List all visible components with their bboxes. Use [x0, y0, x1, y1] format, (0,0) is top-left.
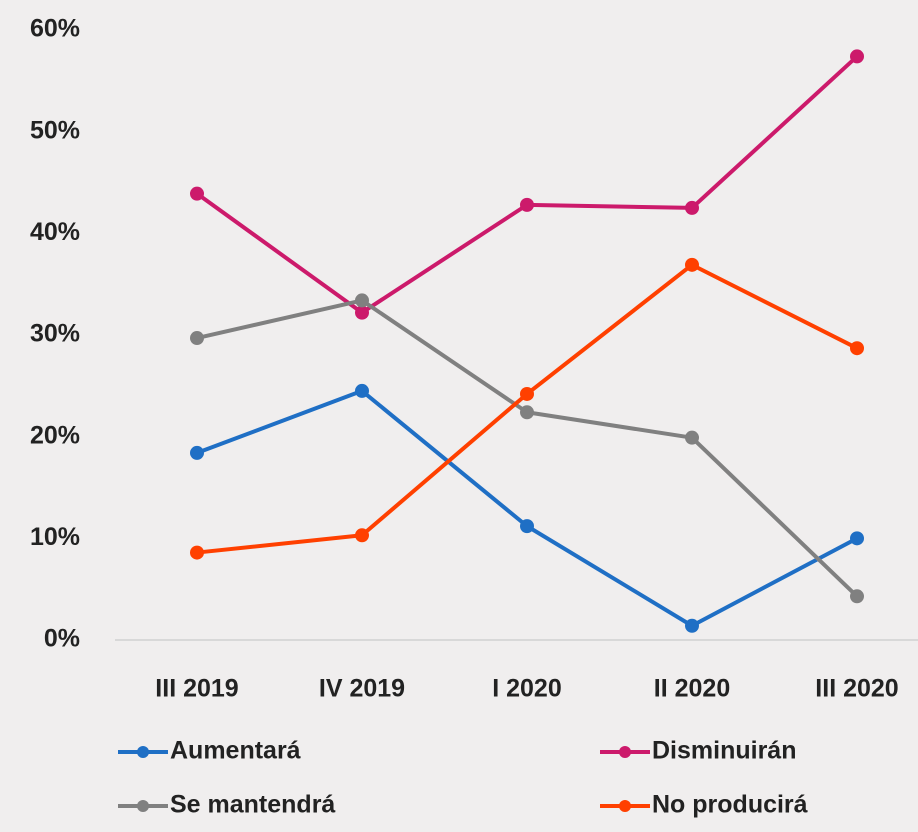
y-tick-label: 0%	[44, 625, 80, 653]
data-point	[850, 341, 864, 356]
data-point	[190, 545, 204, 560]
x-tick-label: III 2020	[815, 675, 898, 703]
data-point	[520, 197, 534, 212]
data-point	[685, 618, 699, 633]
data-point	[355, 383, 369, 398]
data-point	[850, 589, 864, 604]
y-tick-label: 50%	[30, 116, 80, 144]
x-tick-label: I 2020	[492, 675, 562, 703]
data-point	[355, 293, 369, 308]
data-point	[850, 49, 864, 64]
y-tick-label: 30%	[30, 320, 80, 348]
legend-label: Se mantendrá	[170, 791, 335, 819]
x-tick-label: IV 2019	[319, 675, 405, 703]
data-point	[850, 531, 864, 546]
legend-marker	[619, 800, 631, 812]
y-tick-label: 60%	[30, 15, 80, 43]
data-point	[520, 405, 534, 420]
data-point	[685, 200, 699, 215]
data-point	[355, 528, 369, 543]
x-tick-label: III 2019	[155, 675, 238, 703]
legend-label: No producirá	[652, 791, 808, 819]
data-point	[190, 331, 204, 346]
data-point	[190, 186, 204, 201]
y-tick-label: 40%	[30, 218, 80, 246]
legend-marker	[619, 746, 631, 758]
legend-marker	[137, 746, 149, 758]
y-tick-label: 10%	[30, 523, 80, 551]
data-point	[685, 430, 699, 445]
data-point	[685, 257, 699, 272]
legend-label: Aumentará	[170, 737, 301, 765]
data-point	[355, 305, 369, 320]
data-point	[520, 386, 534, 401]
y-tick-label: 20%	[30, 421, 80, 449]
legend-label: Disminuirán	[652, 737, 796, 765]
legend-marker	[137, 800, 149, 812]
data-point	[190, 445, 204, 460]
data-point	[520, 519, 534, 534]
x-tick-label: II 2020	[654, 675, 730, 703]
